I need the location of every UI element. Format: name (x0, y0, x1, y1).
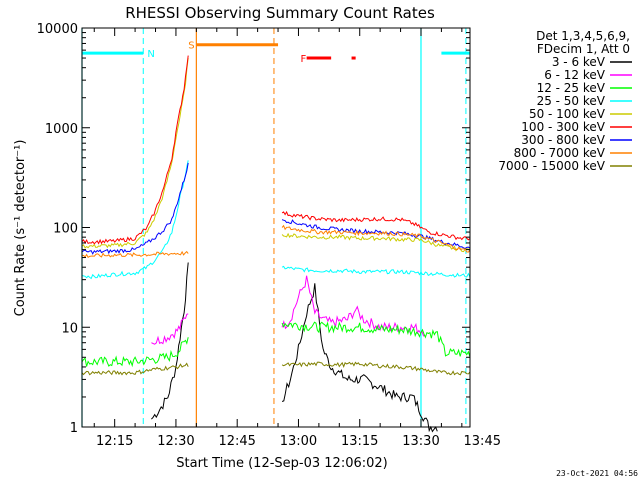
legend-header: FDecim 1, Att 0 (537, 42, 630, 56)
series-line-25-50-keV (81, 160, 189, 280)
series-line-3-6-keV (151, 262, 189, 420)
series-line-50-100-keV (281, 232, 471, 253)
y-tick-label: 100 (53, 222, 78, 237)
flag-bars: N S F (82, 41, 470, 65)
series-line-100-300-keV (281, 210, 471, 241)
x-tick-label: 12:30 (157, 434, 194, 449)
series-line-12-25-keV (81, 337, 189, 368)
legend-entry: 12 - 25 keV (537, 81, 606, 95)
series-line-50-100-keV (81, 57, 189, 249)
series-line-7000-15000-keV (81, 362, 189, 376)
legend-entry: 25 - 50 keV (537, 94, 606, 108)
x-tick-label: 13:45 (464, 434, 501, 449)
legend-entry: 50 - 100 keV (529, 107, 606, 121)
y-tick-label: 10000 (37, 22, 78, 37)
y-tick-label: 1000 (45, 122, 78, 137)
y-tick-label: 1 (70, 421, 78, 436)
axes: 1 10 100 1000 10000 12:15 12:30 12:45 13:00 13:15… (37, 22, 501, 449)
x-axis-label: Start Time (12-Sep-03 12:06:02) (176, 456, 387, 471)
series-line-800-7000-keV (281, 224, 471, 253)
x-tick-label: 12:45 (218, 434, 255, 449)
legend-header: Det 1,3,4,5,6,9, (536, 29, 630, 43)
series-line-3-6-keV (281, 283, 438, 433)
series-line-25-50-keV (281, 265, 471, 278)
series-line-300-800-keV (281, 219, 471, 250)
y-axis-label: Count Rate (s⁻¹ detector⁻¹) (13, 140, 28, 317)
series-line-6-12-keV (281, 275, 426, 337)
legend: Det 1,3,4,5,6,9,FDecim 1, Att 03 - 6 keV… (498, 29, 632, 173)
legend-entry: 3 - 6 keV (552, 55, 606, 69)
series-lines (81, 55, 471, 433)
x-tick-label: 13:15 (341, 434, 378, 449)
flag-label-N: N (147, 49, 154, 60)
series-line-7000-15000-keV (281, 361, 471, 376)
y-tick-label: 10 (61, 321, 78, 336)
legend-entry: 800 - 7000 keV (514, 146, 606, 160)
series-line-6-12-keV (151, 313, 189, 345)
legend-entry: 6 - 12 keV (544, 68, 606, 82)
legend-entry: 100 - 300 keV (521, 120, 605, 134)
legend-entry: 7000 - 15000 keV (498, 159, 605, 173)
timestamp: 23-Oct-2021 04:56 (556, 469, 638, 478)
series-line-100-300-keV (81, 55, 189, 245)
flag-label-F: F (301, 54, 307, 65)
chart-title: RHESSI Observing Summary Count Rates (125, 4, 435, 22)
series-line-800-7000-keV (81, 250, 189, 258)
x-tick-label: 13:30 (402, 434, 439, 449)
x-tick-label: 12:15 (96, 434, 133, 449)
x-tick-label: 13:00 (280, 434, 317, 449)
flag-label-S: S (188, 41, 194, 52)
legend-entry: 300 - 800 keV (521, 133, 605, 147)
series-line-300-800-keV (81, 162, 189, 255)
series-line-12-25-keV (281, 321, 471, 358)
plot-frame (81, 27, 471, 428)
